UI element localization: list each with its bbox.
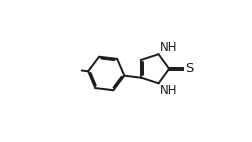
Text: S: S xyxy=(185,62,194,75)
Text: NH: NH xyxy=(160,84,177,97)
Text: NH: NH xyxy=(160,41,177,54)
